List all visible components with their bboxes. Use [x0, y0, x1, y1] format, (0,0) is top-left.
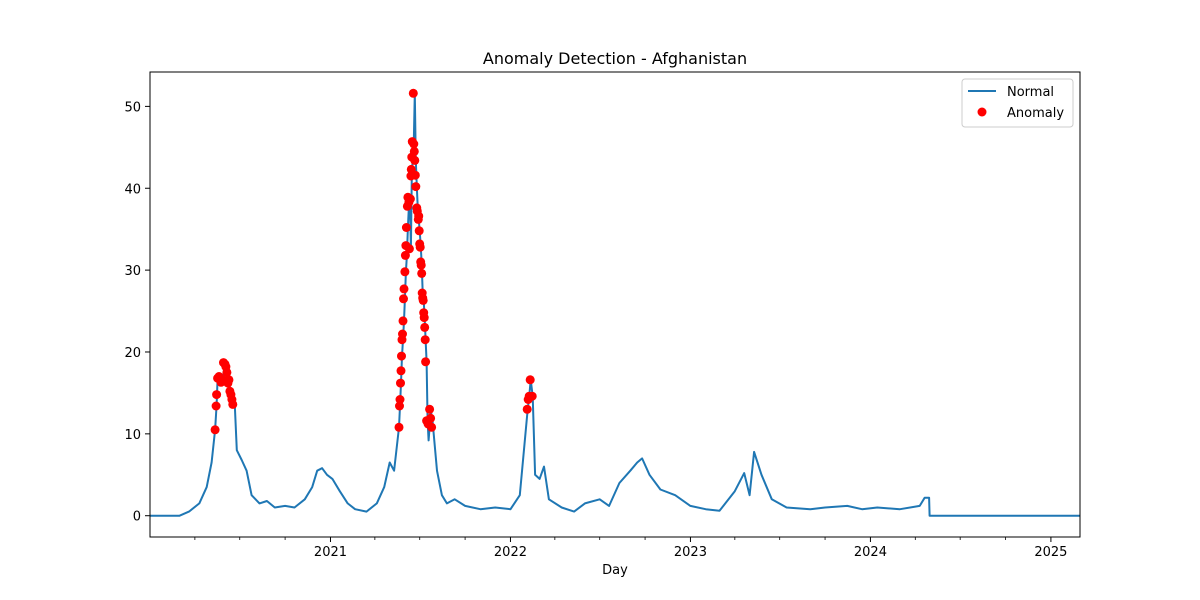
- plot-area: [150, 88, 1080, 517]
- anomaly-point-67: [425, 404, 435, 414]
- series-normal-line: [150, 92, 1080, 517]
- anomaly-point-59: [418, 295, 428, 305]
- anomaly-point-17: [394, 422, 404, 432]
- y-tick-label-1: 10: [124, 428, 141, 443]
- anomaly-point-53: [415, 242, 425, 252]
- anomaly-point-2: [212, 390, 222, 400]
- anomaly-point-43: [409, 146, 419, 156]
- anomaly-point-24: [398, 329, 407, 339]
- anomaly-point-1: [211, 401, 221, 411]
- anomaly-point-55: [416, 260, 426, 270]
- anomaly-point-63: [420, 335, 430, 345]
- anomaly-point-19: [395, 395, 405, 404]
- x-tick-label-2: 2023: [674, 545, 707, 560]
- anomaly-point-18: [395, 401, 404, 411]
- anomaly-point-46: [411, 182, 421, 192]
- anomaly-point-35: [404, 244, 414, 254]
- legend-anomaly-label: Anomaly: [1007, 106, 1064, 121]
- anomaly-point-31: [401, 223, 411, 232]
- x-tick-label-1: 2022: [494, 545, 527, 560]
- anomaly-point-0: [210, 425, 220, 435]
- anomaly-point-51: [414, 226, 424, 236]
- anomaly-point-12: [224, 375, 234, 385]
- anomaly-point-68: [426, 413, 436, 423]
- anomaly-point-25: [398, 316, 408, 326]
- axes-frame: [149, 71, 1081, 538]
- anomaly-point-50: [414, 211, 424, 221]
- y-axis: 0 10 20 30 40 50: [124, 100, 150, 525]
- anomaly-point-73: [525, 375, 535, 385]
- y-tick-label-4: 40: [124, 182, 141, 197]
- anomaly-point-56: [417, 268, 427, 278]
- anomaly-point-62: [420, 322, 430, 332]
- anomaly-point-64: [421, 357, 431, 367]
- legend: Normal Anomaly: [961, 78, 1074, 128]
- anomaly-point-45: [410, 170, 420, 180]
- y-tick-label-0: 0: [133, 510, 141, 525]
- anomaly-point-21: [396, 366, 406, 376]
- anomaly-point-70: [522, 404, 532, 414]
- y-tick-label-3: 30: [124, 264, 141, 279]
- legend-normal-label: Normal: [1007, 85, 1054, 100]
- anomaly-point-16: [228, 399, 238, 409]
- anomaly-point-28: [400, 267, 410, 277]
- x-tick-label-4: 2025: [1034, 545, 1067, 560]
- anomaly-point-22: [397, 351, 406, 361]
- anomaly-point-69: [427, 422, 437, 432]
- anomaly-point-20: [396, 378, 405, 388]
- anomaly-point-27: [399, 284, 409, 294]
- x-tick-label-0: 2021: [314, 545, 347, 560]
- anomaly-point-41: [408, 88, 418, 98]
- y-tick-label-2: 20: [124, 346, 141, 361]
- y-tick-label-5: 50: [124, 100, 141, 115]
- anomaly-point-26: [399, 294, 408, 304]
- anomaly-point-61: [419, 313, 429, 323]
- anomaly-point-44: [410, 155, 420, 165]
- x-axis-label: Day: [602, 563, 628, 578]
- x-tick-label-3: 2024: [854, 545, 887, 560]
- legend-anomaly-swatch: [977, 107, 987, 117]
- chart-title: Anomaly Detection - Afghanistan: [483, 49, 747, 68]
- anomaly-point-10: [222, 367, 232, 377]
- anomaly-point-42: [409, 139, 419, 149]
- anomaly-point-36: [405, 194, 415, 204]
- anomaly-point-74: [527, 391, 537, 401]
- x-axis: 2021 2022 2023 2024 2025: [194, 537, 1067, 560]
- anomaly-point-29: [400, 250, 410, 260]
